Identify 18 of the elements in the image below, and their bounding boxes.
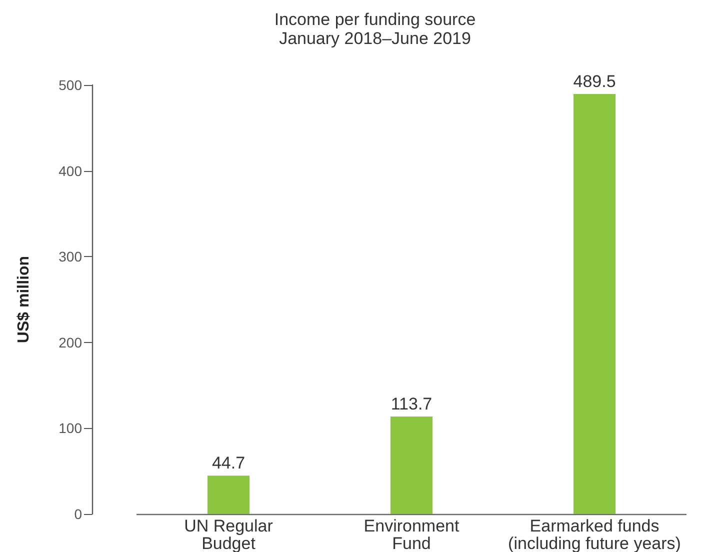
y-tick-label: 200 bbox=[58, 334, 82, 350]
y-tick-label: 400 bbox=[58, 162, 82, 179]
bar bbox=[574, 94, 616, 514]
bar bbox=[390, 416, 432, 514]
data-label: 489.5 bbox=[573, 72, 616, 92]
y-tick-label: 100 bbox=[58, 420, 82, 436]
y-tick-label: 0 bbox=[74, 506, 82, 522]
chart-title: Income per funding source bbox=[274, 10, 476, 29]
bar bbox=[208, 476, 250, 514]
x-tick-label: Environment Fund bbox=[364, 516, 460, 552]
x-tick-label: Earmarked funds (including future years) bbox=[508, 516, 681, 552]
data-label: 44.7 bbox=[212, 454, 246, 473]
data-label: 113.7 bbox=[390, 394, 432, 414]
chart-subtitle: January 2018–June 2019 bbox=[279, 29, 471, 48]
x-tick-label: UN Regular Budget bbox=[184, 516, 274, 552]
y-tick-label: 500 bbox=[58, 77, 82, 93]
y-tick-label: 300 bbox=[58, 248, 82, 265]
y-axis-title: US$ million bbox=[16, 256, 32, 344]
